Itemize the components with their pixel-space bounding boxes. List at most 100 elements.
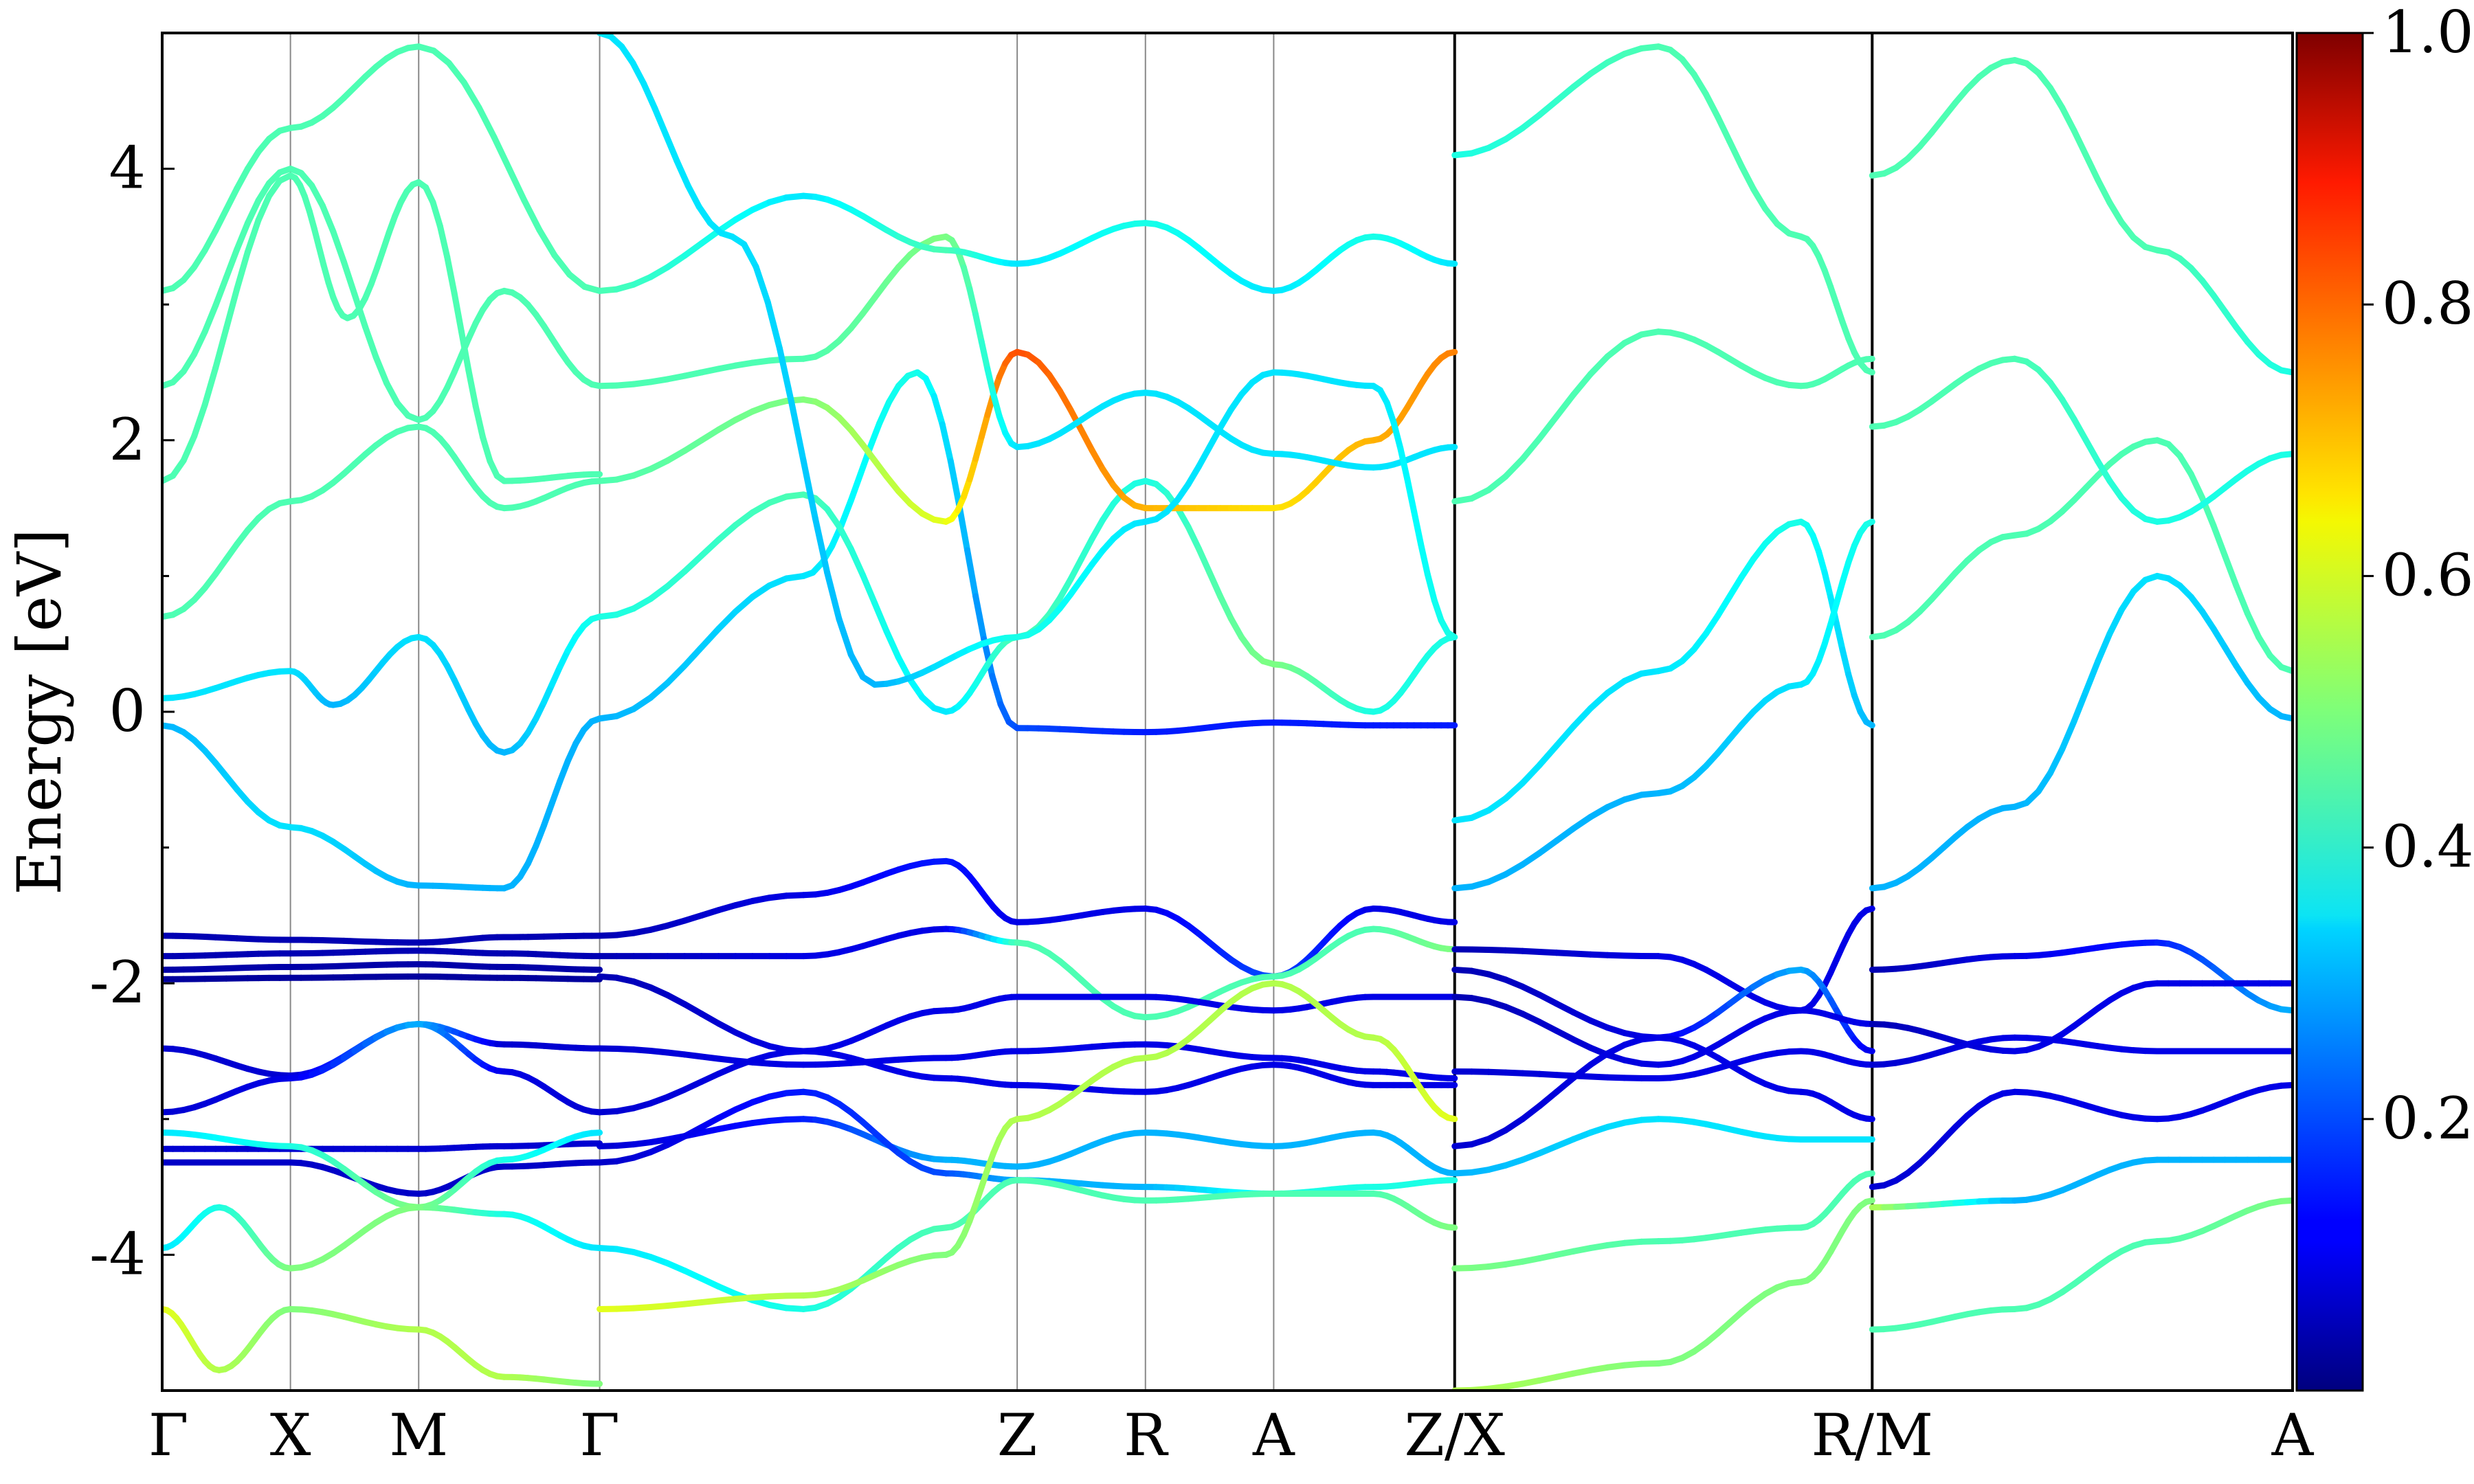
band-segment	[1863, 1115, 1875, 1123]
band-segment	[2118, 588, 2137, 614]
band-segment	[180, 433, 198, 464]
band-segment	[2187, 594, 2206, 615]
band-segment	[1863, 1170, 1875, 1178]
band-segment	[472, 403, 487, 440]
colorbar-tick-label: 0.4	[2382, 813, 2474, 881]
band-segment	[1431, 597, 1445, 624]
band-segment	[309, 182, 326, 209]
band-segment	[673, 158, 691, 189]
band-segment	[212, 206, 230, 234]
band-segment	[2035, 69, 2053, 91]
band-segment	[2071, 688, 2089, 725]
band-segment	[749, 199, 773, 213]
band-line	[597, 1088, 1458, 1197]
band-line	[1869, 572, 2293, 892]
band-segment	[997, 701, 1012, 726]
x-axis-ticks: Γ X M Γ Z R A Z/X R/M A	[148, 1402, 2315, 1469]
band-segment	[234, 249, 251, 292]
band-segment	[2255, 634, 2273, 659]
band-segment	[460, 79, 482, 111]
band-segment	[1570, 1061, 1594, 1081]
band-segment	[1100, 466, 1117, 488]
band-segment	[1553, 1027, 1577, 1043]
band-segment	[715, 521, 739, 543]
band-segment	[681, 552, 705, 575]
band-segment	[2106, 607, 2125, 637]
band-segment	[2278, 451, 2293, 458]
band-line	[597, 348, 1458, 525]
band-segment	[2244, 679, 2262, 701]
band-segment	[2278, 367, 2293, 376]
k-point-label: R/M	[1812, 1402, 1934, 1469]
band-segment	[847, 651, 867, 680]
band-segment	[1227, 615, 1245, 641]
k-point-label: Z/X	[1405, 1402, 1506, 1469]
band-segment	[2210, 292, 2229, 315]
band-segment	[1519, 1011, 1543, 1026]
y-tick-label: 0	[109, 677, 146, 745]
band-segment	[1519, 850, 1543, 868]
band-segment	[1762, 205, 1781, 227]
band-segment	[1536, 98, 1560, 118]
band-segment	[698, 1011, 722, 1027]
band-segment	[2118, 219, 2137, 241]
band-segment	[2095, 458, 2113, 484]
band-segment	[1715, 593, 1733, 619]
band-segment	[972, 593, 988, 642]
band-segment	[2233, 582, 2251, 617]
band-segment	[860, 572, 878, 607]
band-segment	[930, 393, 946, 428]
band-segment	[972, 434, 985, 462]
band-segment	[1502, 861, 1526, 878]
band-segment	[2059, 104, 2077, 134]
band-segment	[1468, 486, 1492, 502]
band-line	[162, 423, 603, 620]
band-segment	[1839, 559, 1852, 585]
band-line	[162, 932, 603, 946]
band-segment	[847, 546, 867, 578]
band-line	[1451, 993, 1875, 1068]
band-segment	[1821, 621, 1834, 647]
band-segment	[244, 217, 262, 256]
band-segment	[662, 131, 680, 165]
band-segment	[319, 202, 337, 235]
band-segment	[1383, 399, 1397, 426]
band-segment	[684, 182, 702, 210]
band-segment	[372, 354, 390, 387]
band-segment	[1089, 447, 1106, 473]
band-segment	[860, 441, 878, 464]
band-segment	[212, 325, 230, 371]
band-segment	[836, 616, 854, 658]
band-segment	[1863, 906, 1875, 914]
band-segment	[647, 264, 671, 280]
band-line	[597, 857, 1458, 980]
band-segment	[255, 180, 273, 204]
band-segment	[1067, 556, 1084, 583]
band-line	[597, 33, 1458, 688]
k-point-label: X	[270, 1402, 311, 1469]
band-line	[1451, 518, 1875, 824]
band-segment	[1445, 260, 1458, 267]
band-segment	[1185, 463, 1203, 488]
band-segment	[2047, 85, 2066, 111]
band-segment	[1863, 719, 1875, 729]
band-segment	[1604, 1042, 1628, 1057]
band-segment	[2278, 1006, 2293, 1014]
band-segment	[541, 800, 555, 829]
band-segment	[2278, 1081, 2293, 1089]
band-segment	[1227, 391, 1245, 413]
band-segment	[2047, 745, 2066, 776]
band-segment	[1519, 762, 1543, 787]
band-line	[1451, 1048, 1875, 1082]
band-line	[162, 172, 603, 484]
band-line	[1869, 355, 2293, 525]
band-segment	[1570, 813, 1594, 832]
band-segment	[330, 228, 347, 265]
band-segment	[698, 1275, 722, 1290]
band-line	[597, 1177, 1458, 1312]
band-segment	[351, 291, 368, 330]
band-segment	[564, 740, 579, 765]
band-segment	[964, 547, 979, 600]
band-segment	[698, 1114, 722, 1131]
band-segment	[244, 148, 262, 172]
